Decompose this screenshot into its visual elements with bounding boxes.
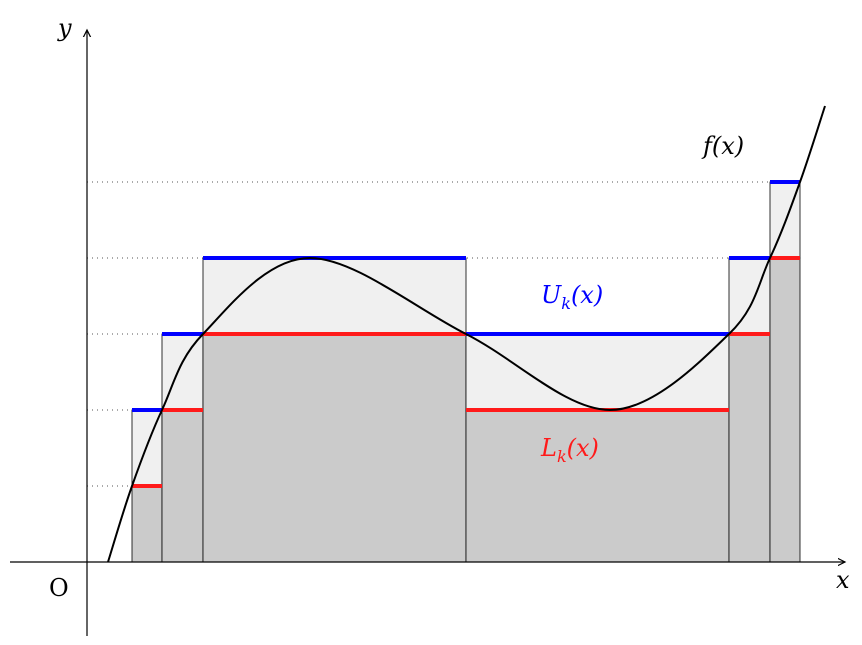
lower-block [161, 409, 204, 563]
function-curve [107, 105, 826, 563]
lower-block [728, 333, 771, 563]
x-axis-label: x [836, 566, 850, 594]
step-blocks [131, 181, 801, 563]
origin-label: O [49, 574, 69, 602]
lower-block [769, 257, 801, 563]
upper-function-label: Uk(x) [541, 281, 603, 313]
upper-block [465, 333, 730, 411]
step-lines [132, 180, 800, 488]
lower-block [131, 485, 163, 563]
lower-block [465, 409, 730, 563]
upper-block [728, 257, 771, 335]
lower-function-label: Lk(x) [540, 434, 599, 466]
upper-block [202, 257, 467, 335]
lower-block [202, 333, 467, 563]
y-axis-label: y [57, 14, 72, 42]
curve-label: f(x) [701, 132, 744, 160]
upper-block [161, 333, 204, 411]
